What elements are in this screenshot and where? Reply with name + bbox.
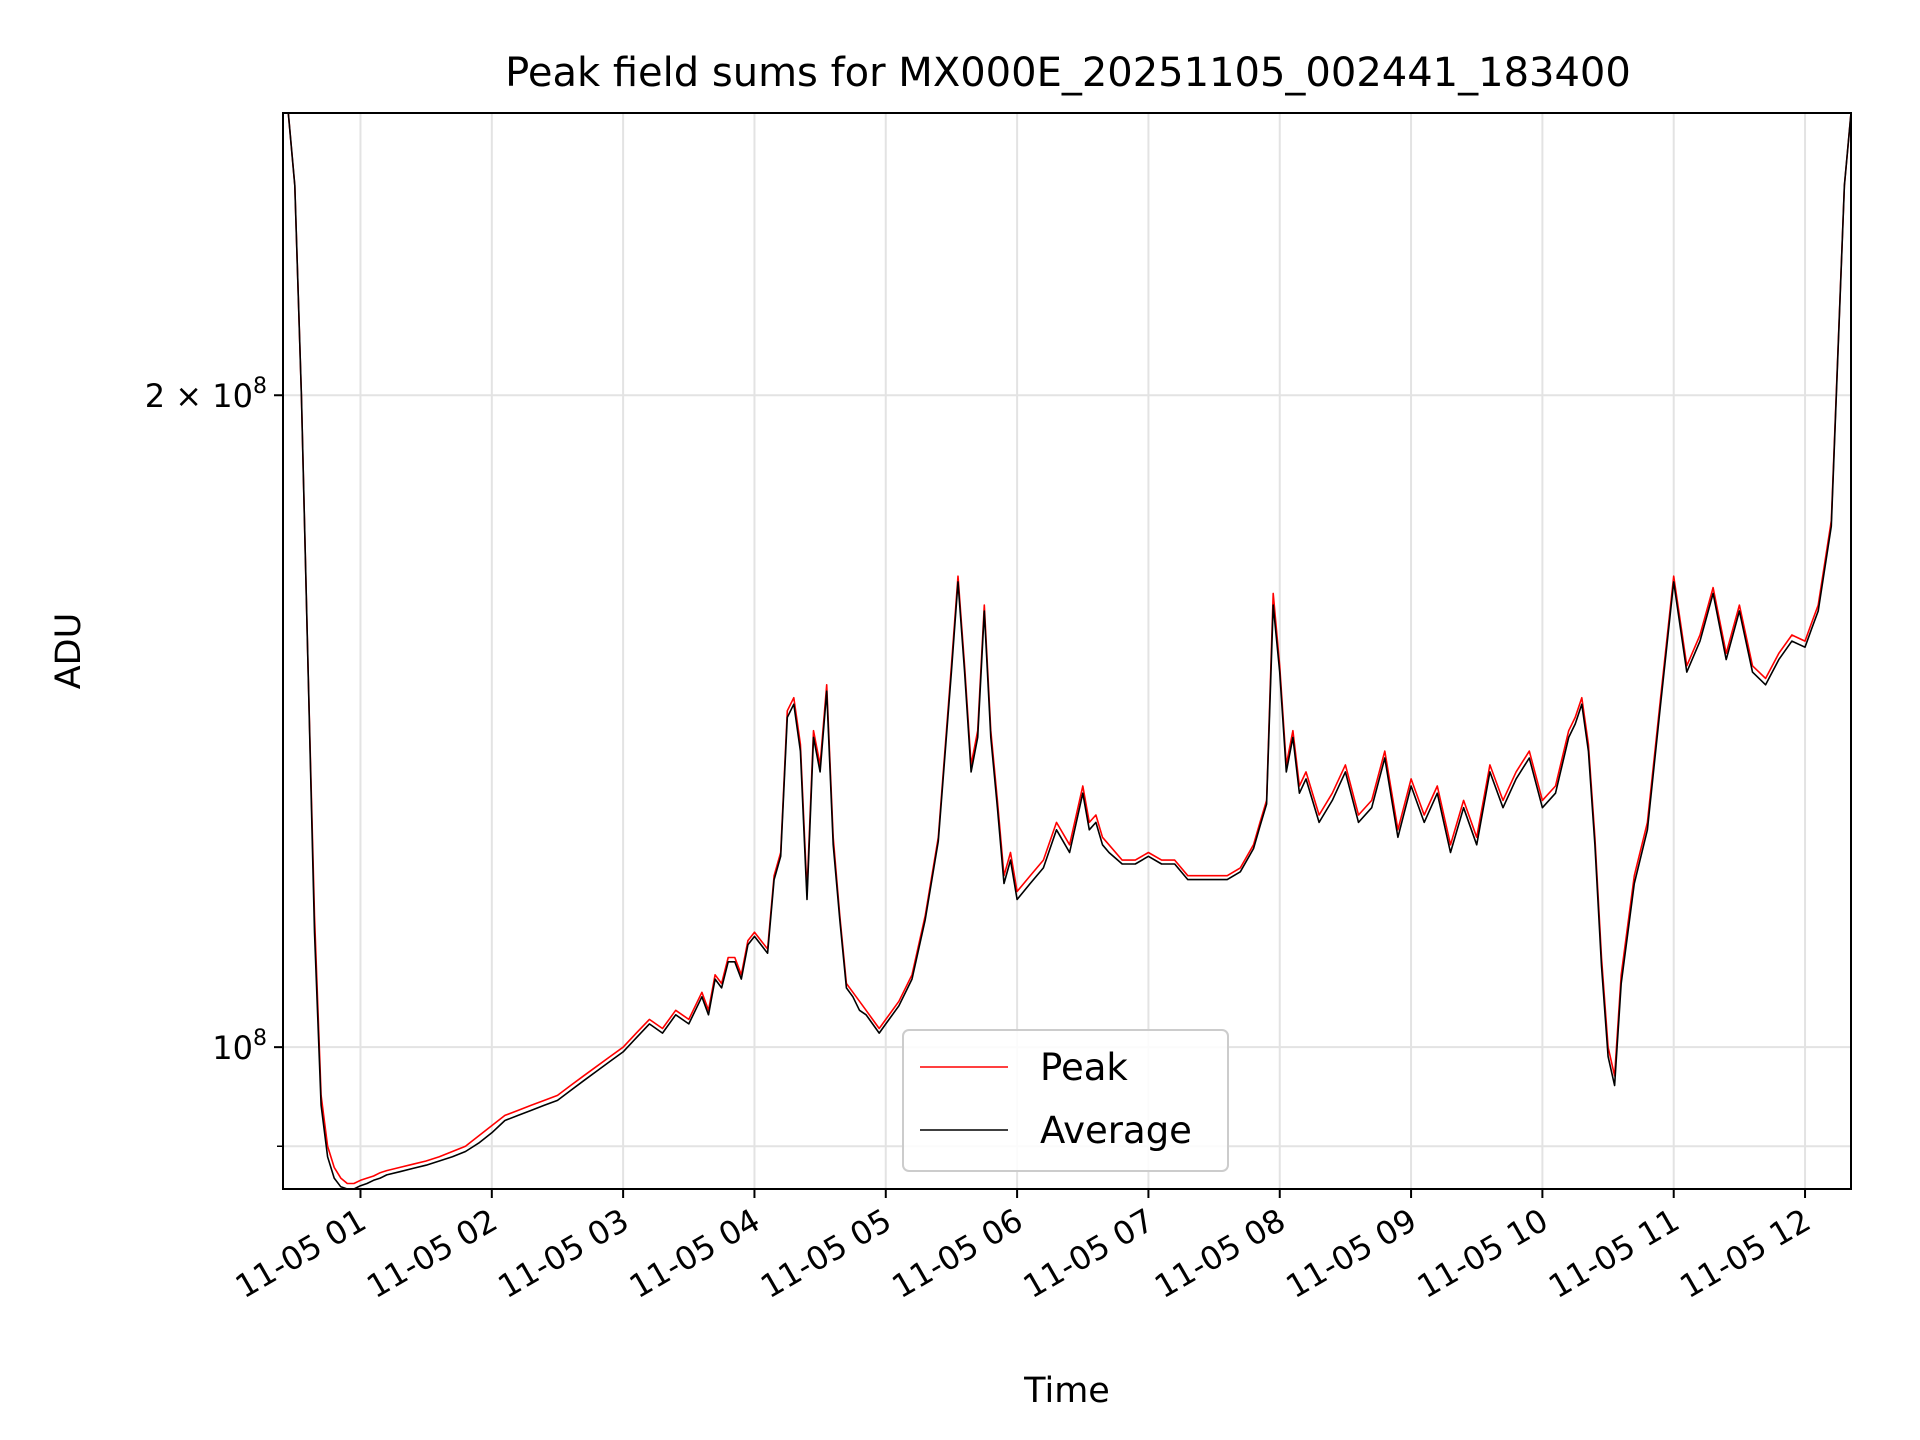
legend-peak-label: Peak <box>1040 1046 1128 1089</box>
legend: Peak Average <box>902 1029 1229 1172</box>
y-axis-label: ADU <box>49 613 89 690</box>
y-tick-label: 2 × 108 <box>145 374 267 415</box>
legend-box <box>902 1029 1229 1172</box>
legend-average-label: Average <box>1040 1109 1192 1152</box>
series-line-average <box>283 112 1852 1190</box>
plot-frame <box>282 112 1852 1190</box>
chart-title: Peak field sums for MX000E_20251105_0024… <box>505 50 1631 96</box>
series-layer <box>283 112 1852 1190</box>
x-axis-label: Time <box>1023 1371 1110 1411</box>
